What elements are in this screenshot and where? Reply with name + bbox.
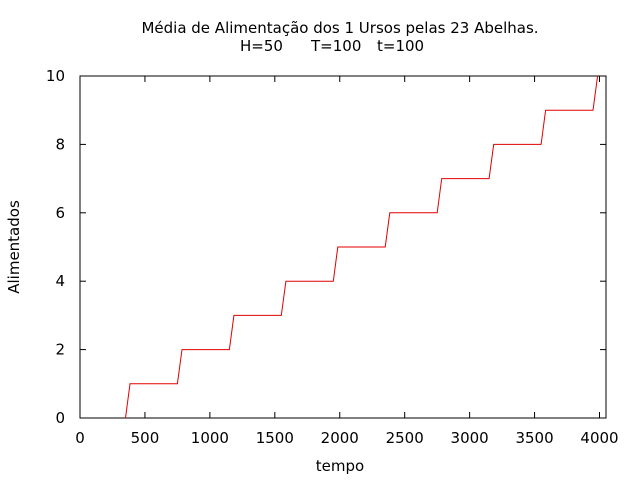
plot-area bbox=[79, 75, 607, 419]
subtitle-big-t: T=100 bbox=[310, 37, 361, 55]
y-tick-label: 2 bbox=[55, 341, 65, 359]
chart-title: Média de Alimentação dos 1 Ursos pelas 2… bbox=[141, 19, 538, 37]
x-tick-label: 500 bbox=[131, 429, 160, 447]
y-tick-label: 4 bbox=[55, 272, 65, 290]
y-tick-label: 6 bbox=[55, 204, 65, 222]
x-tick-label: 1500 bbox=[256, 429, 294, 447]
x-tick-label: 3500 bbox=[515, 429, 553, 447]
chart-subtitle: H=50 T=100 t=100 bbox=[240, 37, 424, 55]
subtitle-h: H=50 bbox=[240, 37, 283, 55]
x-tick-label: 2500 bbox=[386, 429, 424, 447]
series-line bbox=[125, 75, 599, 419]
y-axis-label: Alimentados bbox=[5, 200, 23, 294]
subtitle-small-t: t=100 bbox=[377, 37, 424, 55]
x-tick-label: 2000 bbox=[321, 429, 359, 447]
x-axis-ticks: 0 500 1000 1500 2000 2500 3000 3500 4000 bbox=[75, 76, 619, 447]
x-tick-label: 3000 bbox=[451, 429, 489, 447]
y-tick-label: 0 bbox=[55, 409, 65, 427]
x-tick-label: 1000 bbox=[191, 429, 229, 447]
x-axis-label: tempo bbox=[316, 457, 364, 475]
x-tick-label: 4000 bbox=[580, 429, 618, 447]
y-axis-ticks: 0 2 4 6 8 10 bbox=[46, 67, 606, 427]
y-tick-label: 10 bbox=[46, 67, 65, 85]
x-tick-label: 0 bbox=[75, 429, 85, 447]
series-layer bbox=[125, 75, 599, 419]
y-tick-label: 8 bbox=[55, 135, 65, 153]
